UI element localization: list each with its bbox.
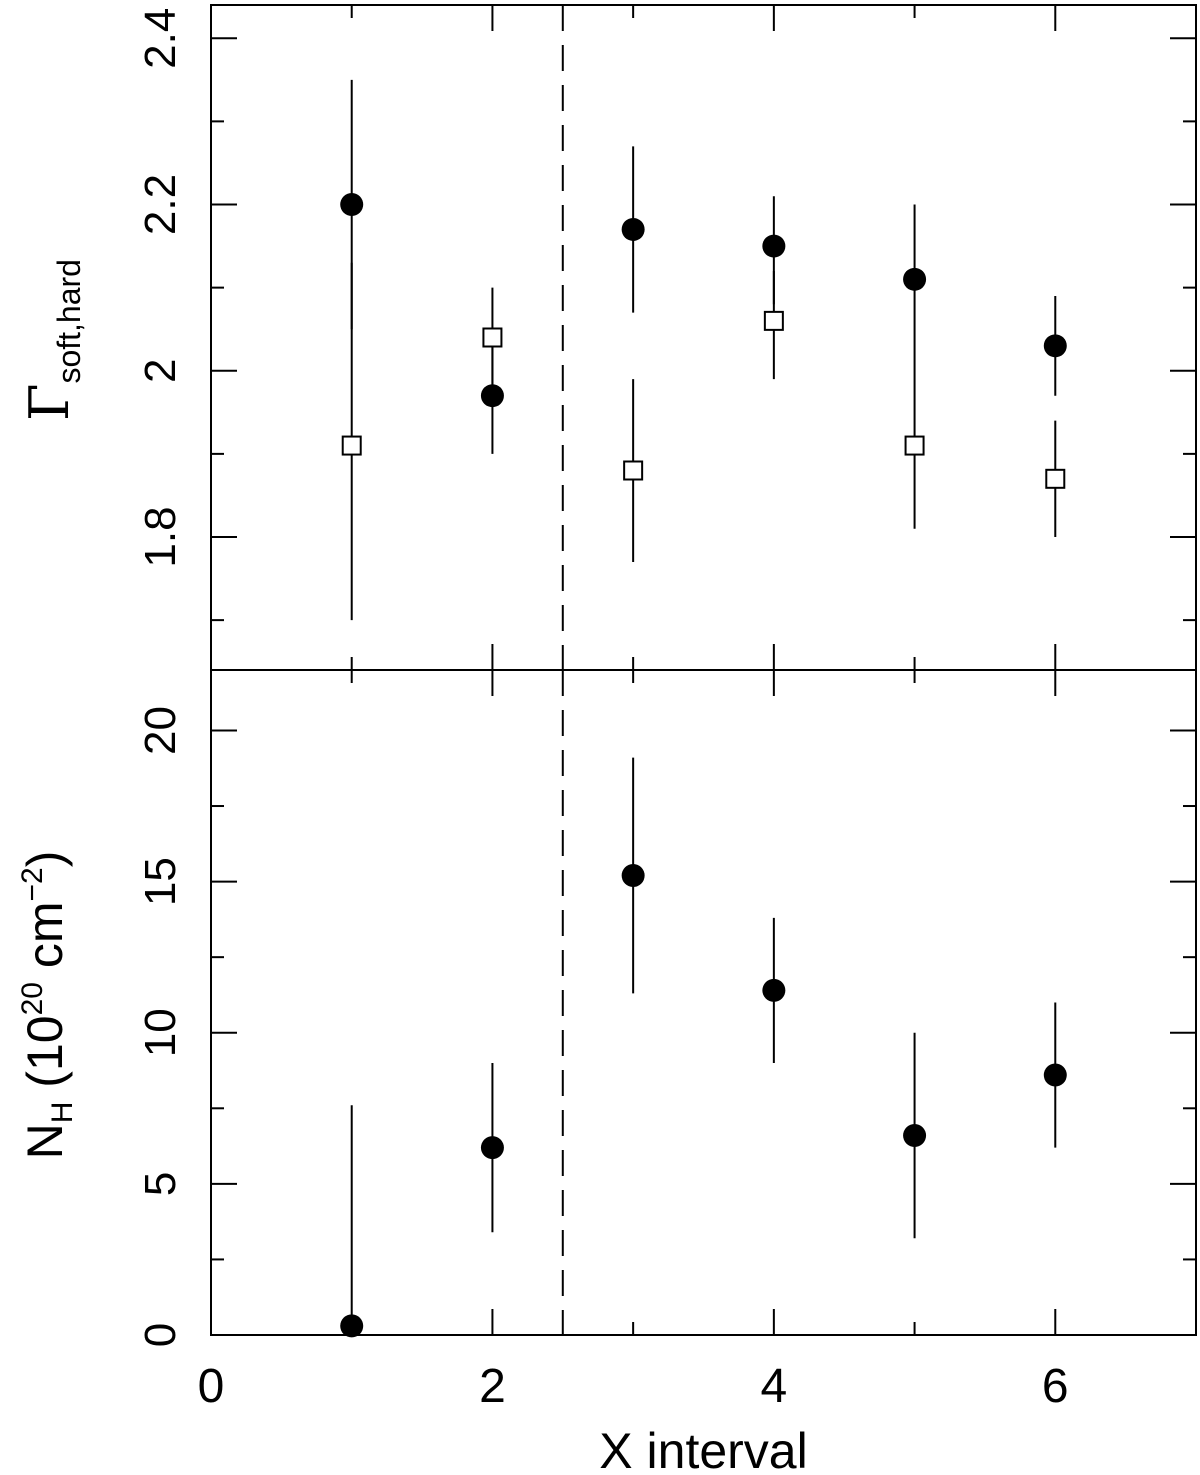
bottom-data-point-circle bbox=[762, 978, 786, 1002]
top-data-point-circle bbox=[762, 234, 786, 258]
bottom-data-point-circle bbox=[480, 1136, 504, 1160]
bottom-ytick-label: 0 bbox=[136, 1323, 185, 1347]
top-data-point-square bbox=[1045, 468, 1066, 489]
xtick-label: 6 bbox=[1042, 1360, 1069, 1413]
bottom-data-point-circle bbox=[340, 1314, 364, 1338]
top-data-point-square bbox=[341, 435, 362, 456]
bottom-ytick-label: 10 bbox=[136, 1008, 185, 1057]
top-y-axis-title: Γsoft,hard bbox=[18, 259, 87, 421]
top-data-point-square bbox=[904, 435, 925, 456]
top-data-point-circle bbox=[903, 267, 927, 291]
top-ytick-label: 2 bbox=[136, 359, 185, 383]
bottom-data-point-circle bbox=[903, 1124, 927, 1147]
bottom-y-axis-title: NH (1020 cm−2) bbox=[16, 851, 79, 1160]
bottom-panel-frame bbox=[210, 669, 1197, 1336]
top-ytick-label: 2.2 bbox=[136, 174, 185, 235]
bottom-data-point-circle bbox=[1043, 1063, 1067, 1087]
top-ytick-label: 2.4 bbox=[136, 8, 185, 69]
bottom-ytick-label: 5 bbox=[136, 1172, 185, 1196]
top-data-point-square bbox=[482, 327, 503, 348]
top-ytick-label: 1.8 bbox=[136, 506, 185, 567]
x-axis-title: X interval bbox=[599, 1423, 807, 1475]
top-data-point-circle bbox=[1043, 334, 1067, 358]
xtick-label: 2 bbox=[479, 1360, 506, 1413]
bottom-ytick-label: 20 bbox=[136, 706, 185, 755]
bottom-data-point-circle bbox=[621, 864, 645, 888]
xtick-label: 4 bbox=[761, 1360, 788, 1413]
top-data-point-square bbox=[763, 310, 784, 331]
bottom-ytick-label: 15 bbox=[136, 857, 185, 906]
xtick-label: 0 bbox=[198, 1360, 225, 1413]
top-data-point-circle bbox=[340, 193, 364, 216]
top-data-point-circle bbox=[621, 217, 645, 241]
top-data-point-square bbox=[623, 460, 644, 481]
